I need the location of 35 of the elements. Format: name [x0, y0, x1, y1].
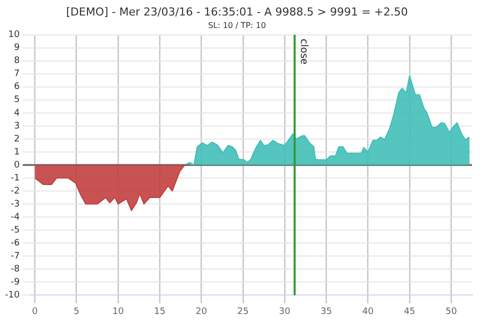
y-tick-label: 1 — [14, 147, 20, 158]
x-tick-label: 35 — [320, 306, 332, 317]
x-tick-label: 25 — [237, 306, 249, 317]
y-tick-label: -7 — [10, 251, 20, 262]
x-tick-label: 20 — [196, 306, 208, 317]
y-tick-label: -4 — [10, 212, 20, 222]
y-tick-label: -1 — [10, 173, 20, 184]
x-tick-label: 0 — [32, 306, 38, 317]
x-tick-label: 45 — [404, 306, 416, 317]
y-tick-label: 4 — [14, 108, 20, 118]
x-tick-label: 40 — [362, 306, 374, 317]
chart-title: [DEMO] - Mer 23/03/16 - 16:35:01 - A 9988.5 > 9991 = +2.50 — [66, 5, 408, 18]
y-tick-label: -6 — [10, 238, 20, 248]
y-tick-label: 6 — [14, 82, 20, 92]
y-tick-label: -3 — [10, 199, 20, 210]
y-tick-label: 9 — [14, 43, 20, 54]
y-tick-label: -5 — [10, 225, 20, 236]
y-tick-label: 0 — [14, 160, 20, 170]
y-tick-label: -10 — [4, 290, 20, 301]
ref-line-label: close — [298, 38, 310, 65]
x-tick-label: 5 — [74, 306, 80, 317]
x-tick-label: 10 — [112, 306, 124, 317]
x-tick-label: 15 — [154, 306, 166, 317]
y-tick-label: 5 — [14, 95, 20, 106]
y-tick-label: -9 — [10, 278, 20, 288]
y-tick-label: 8 — [14, 56, 20, 66]
y-tick-label: 7 — [14, 69, 20, 80]
y-tick-label: 10 — [8, 30, 20, 40]
x-tick-label: 50 — [445, 306, 458, 317]
y-tick-label: -8 — [10, 264, 20, 275]
y-tick-label: -2 — [10, 186, 20, 196]
chart-subtitle: SL: 10 / TP: 10 — [208, 21, 266, 30]
x-tick-label: 30 — [278, 306, 291, 317]
y-tick-label: 3 — [14, 121, 20, 132]
y-tick-label: 2 — [14, 134, 20, 144]
